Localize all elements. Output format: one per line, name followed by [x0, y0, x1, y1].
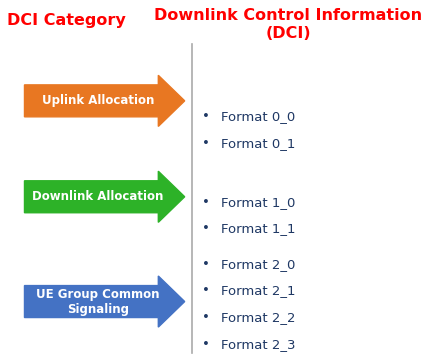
Text: Uplink Allocation: Uplink Allocation [42, 95, 154, 107]
Text: Format 2_1: Format 2_1 [220, 284, 294, 297]
Text: •: • [201, 258, 209, 271]
Text: Format 2_0: Format 2_0 [220, 258, 294, 271]
FancyArrow shape [24, 171, 184, 222]
Text: DCI Category: DCI Category [7, 14, 125, 28]
Text: •: • [201, 195, 209, 209]
Text: •: • [201, 110, 209, 124]
Text: UE Group Common
Signaling: UE Group Common Signaling [36, 287, 159, 315]
Text: Format 1_0: Format 1_0 [220, 195, 294, 209]
Text: Downlink Control Information
(DCI): Downlink Control Information (DCI) [154, 8, 421, 41]
Text: Format 1_1: Format 1_1 [220, 222, 294, 235]
Text: Format 2_2: Format 2_2 [220, 311, 294, 324]
FancyArrow shape [24, 276, 184, 327]
Text: •: • [201, 222, 209, 235]
Text: Format 2_3: Format 2_3 [220, 338, 294, 351]
Text: Format 0_1: Format 0_1 [220, 137, 294, 150]
Text: •: • [201, 338, 209, 351]
Text: •: • [201, 284, 209, 297]
FancyArrow shape [24, 75, 184, 126]
Text: •: • [201, 311, 209, 324]
Text: Downlink Allocation: Downlink Allocation [32, 190, 163, 203]
Text: Format 0_0: Format 0_0 [220, 110, 294, 124]
Text: •: • [201, 137, 209, 150]
